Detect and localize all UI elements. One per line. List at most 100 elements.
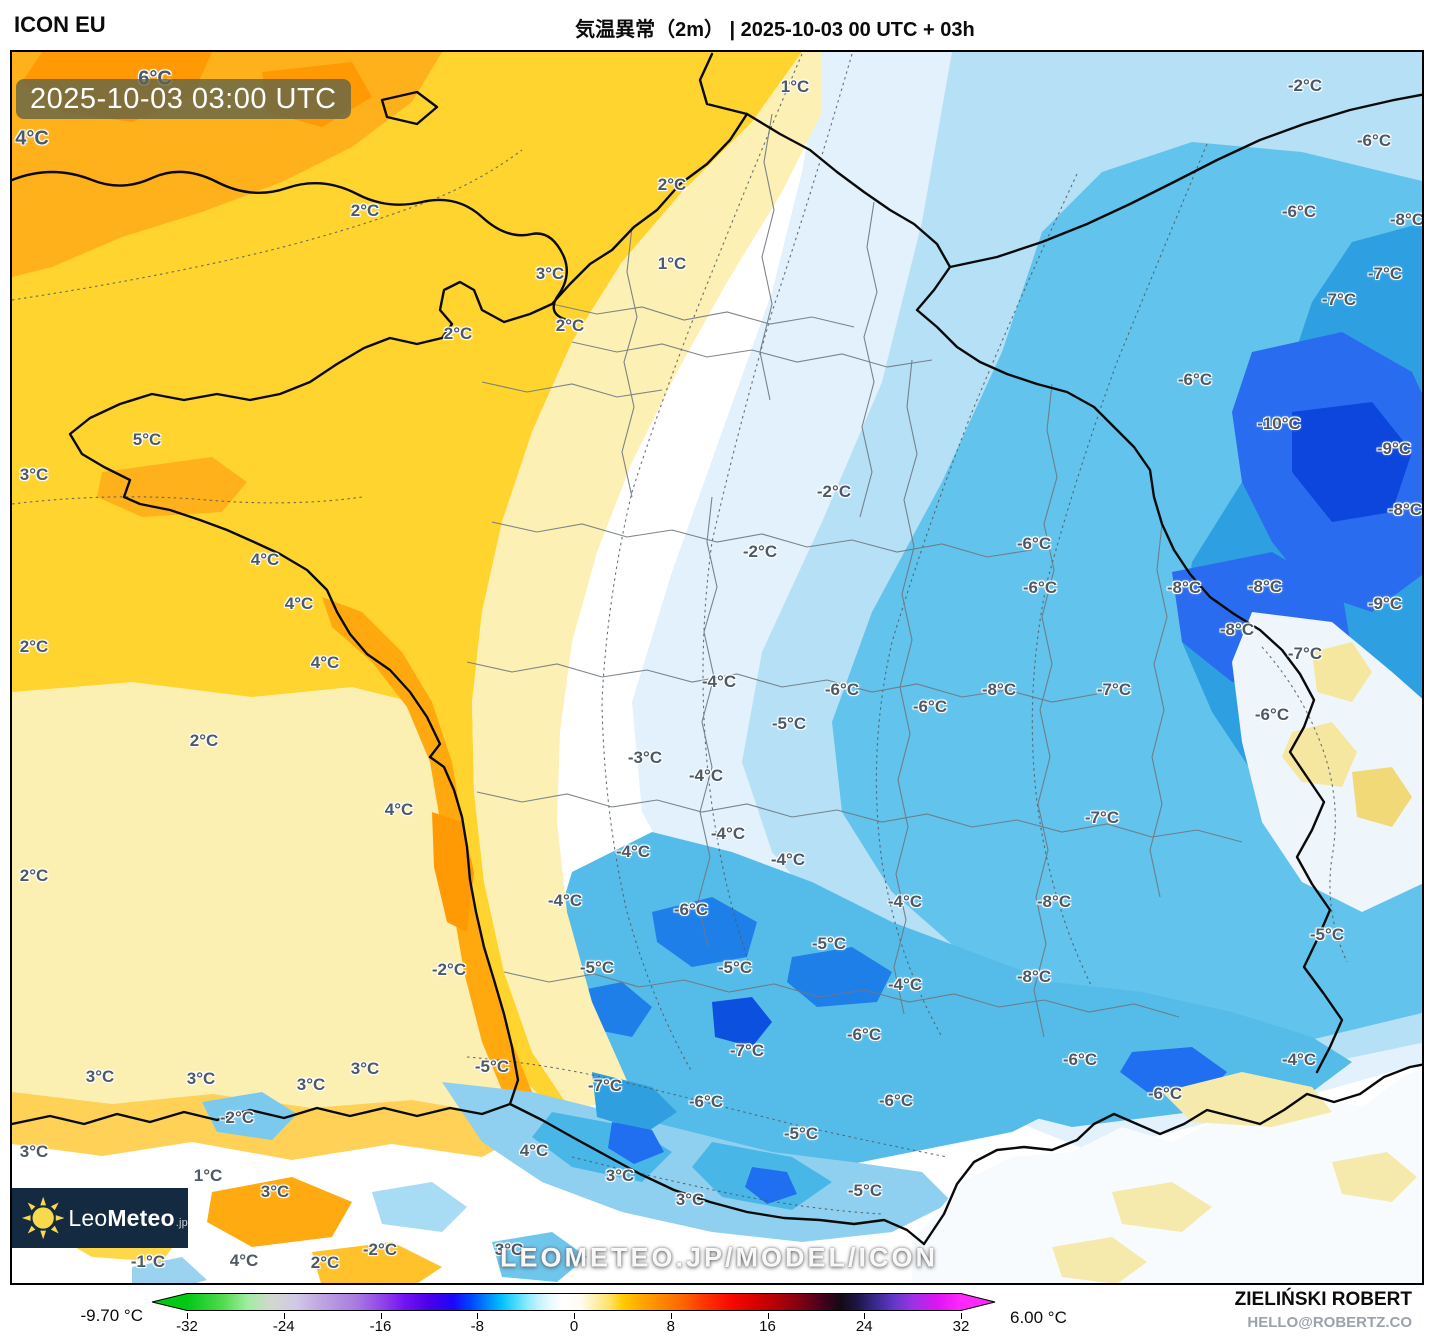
temp-label: 1°C bbox=[780, 77, 810, 96]
temp-label: 3°C bbox=[19, 465, 49, 484]
temp-label: -7°C bbox=[1287, 644, 1323, 663]
temp-label: -4°C bbox=[547, 891, 583, 910]
temp-label: 4°C bbox=[384, 800, 414, 819]
temp-label: 2°C bbox=[350, 201, 380, 220]
temp-label: -6°C bbox=[1177, 370, 1213, 389]
temp-label: -6°C bbox=[673, 900, 709, 919]
temp-label: 2°C bbox=[19, 866, 49, 885]
colorbar-tick bbox=[187, 1313, 188, 1319]
temp-label: -7°C bbox=[587, 1076, 623, 1095]
temp-label: 4°C bbox=[284, 594, 314, 613]
author-contact: HELLO@ROBERTZ.CO bbox=[1247, 1314, 1412, 1331]
temp-label: -3°C bbox=[627, 748, 663, 767]
temp-label: -8°C bbox=[1247, 577, 1283, 596]
leometeo-logo: LeoMeteo.jp bbox=[12, 1188, 188, 1248]
temp-label: -6°C bbox=[824, 680, 860, 699]
temp-label: -8°C bbox=[981, 680, 1017, 699]
watermark: LEOMETEO.JP/MODEL/ICON bbox=[499, 1242, 939, 1273]
temp-label: -5°C bbox=[783, 1124, 819, 1143]
colorbar-tick bbox=[574, 1313, 575, 1319]
temp-label: 3°C bbox=[19, 1142, 49, 1161]
temp-label: 3°C bbox=[605, 1166, 635, 1185]
temp-label: 3°C bbox=[494, 1240, 524, 1259]
map-graphic bbox=[12, 52, 1422, 1283]
colorbar-tick bbox=[477, 1313, 479, 1319]
map-canvas[interactable]: 6°C4°C2°C2°C2°C1°C1°C3°C2°C-2°C-6°C-6°C-… bbox=[10, 50, 1424, 1285]
coastlines-borders bbox=[12, 52, 1422, 1246]
colorbar-tick bbox=[670, 1313, 672, 1319]
colorbar bbox=[151, 1293, 996, 1311]
temp-label: -8°C bbox=[1219, 620, 1255, 639]
page-title: 気温異常（2m） | 2025-10-03 00 UTC + 03h bbox=[575, 19, 975, 41]
temp-label: -2°C bbox=[219, 1108, 255, 1127]
temp-label: -4°C bbox=[887, 975, 923, 994]
colorbar-tick-label: -16 bbox=[369, 1318, 392, 1335]
temp-label: 4°C bbox=[519, 1141, 549, 1160]
legend-max-label: 6.00 °C bbox=[1010, 1308, 1067, 1327]
temp-label: -2°C bbox=[1287, 76, 1323, 95]
colorbar-tick-label: 16 bbox=[759, 1318, 776, 1335]
temp-label: -6°C bbox=[1281, 202, 1317, 221]
temp-label: 2°C bbox=[443, 324, 473, 343]
temperature-labels-layer: 6°C4°C2°C2°C2°C1°C1°C3°C2°C-2°C-6°C-6°C-… bbox=[12, 52, 1422, 1283]
temp-label: -5°C bbox=[579, 958, 615, 977]
temp-label: -6°C bbox=[688, 1092, 724, 1111]
temp-label: -2°C bbox=[431, 960, 467, 979]
temp-label: -8°C bbox=[1387, 500, 1423, 519]
temp-label: 3°C bbox=[350, 1059, 380, 1078]
colorbar-tick-label: -24 bbox=[272, 1318, 295, 1335]
logo-text: LeoMeteo.jp bbox=[68, 1204, 188, 1231]
temp-label: -4°C bbox=[615, 842, 651, 861]
colorbar-tick bbox=[864, 1313, 866, 1319]
temp-label: -9°C bbox=[1367, 594, 1403, 613]
temp-label: 4°C bbox=[15, 127, 49, 150]
colorbar-tick-label: -8 bbox=[470, 1318, 484, 1335]
temp-label: -6°C bbox=[878, 1091, 914, 1110]
temp-label: 2°C bbox=[19, 637, 49, 656]
temp-label: -4°C bbox=[688, 766, 724, 785]
colorbar-tick-label: 32 bbox=[952, 1318, 970, 1335]
temp-label: -8°C bbox=[1016, 967, 1052, 986]
temp-label: -5°C bbox=[847, 1181, 883, 1200]
temp-label: 3°C bbox=[85, 1067, 115, 1086]
temp-label: 4°C bbox=[229, 1251, 259, 1270]
temp-label: -5°C bbox=[771, 714, 807, 733]
temp-label: 1°C bbox=[657, 254, 687, 273]
temp-label: 3°C bbox=[675, 1190, 705, 1209]
temp-label: 3°C bbox=[260, 1182, 290, 1201]
anomaly-regions bbox=[12, 52, 1422, 1283]
temp-label: -2°C bbox=[816, 482, 852, 501]
colorbar-tick-label: 0 bbox=[569, 1318, 579, 1335]
temp-label: -5°C bbox=[717, 958, 753, 977]
temp-label: -7°C bbox=[729, 1041, 765, 1060]
colorbar-tick-label: 24 bbox=[855, 1318, 873, 1335]
temp-label: -4°C bbox=[710, 824, 746, 843]
timestamp-badge: 2025-10-03 03:00 UTC bbox=[16, 79, 351, 119]
temp-label: 2°C bbox=[310, 1253, 340, 1272]
temp-label: -7°C bbox=[1367, 264, 1403, 283]
colorbar-tick bbox=[961, 1313, 962, 1319]
temp-label: 1°C bbox=[193, 1166, 223, 1185]
temp-label: -7°C bbox=[1321, 290, 1357, 309]
temp-label: 2°C bbox=[657, 175, 687, 194]
temp-label: -10°C bbox=[1257, 414, 1301, 433]
temp-label: -6°C bbox=[846, 1025, 882, 1044]
temp-label: -4°C bbox=[701, 672, 737, 691]
temp-label: -5°C bbox=[811, 934, 847, 953]
temp-label: 4°C bbox=[250, 550, 280, 569]
temp-label: -2°C bbox=[742, 542, 778, 561]
temp-label: -6°C bbox=[1254, 705, 1290, 724]
sun-icon bbox=[21, 1196, 65, 1240]
temp-label: 2°C bbox=[555, 316, 585, 335]
temp-label: -6°C bbox=[1022, 578, 1058, 597]
temp-label: -7°C bbox=[1096, 680, 1132, 699]
temp-label: -6°C bbox=[1147, 1084, 1183, 1103]
colorbar-tick bbox=[283, 1313, 285, 1319]
temp-label: -4°C bbox=[1281, 1050, 1317, 1069]
temp-label: 3°C bbox=[296, 1075, 326, 1094]
temp-label: 2°C bbox=[189, 731, 219, 750]
temp-label: -9°C bbox=[1376, 439, 1412, 458]
temp-label: -8°C bbox=[1389, 210, 1424, 229]
temp-label: -1°C bbox=[130, 1252, 166, 1271]
temp-label: -2°C bbox=[362, 1240, 398, 1259]
